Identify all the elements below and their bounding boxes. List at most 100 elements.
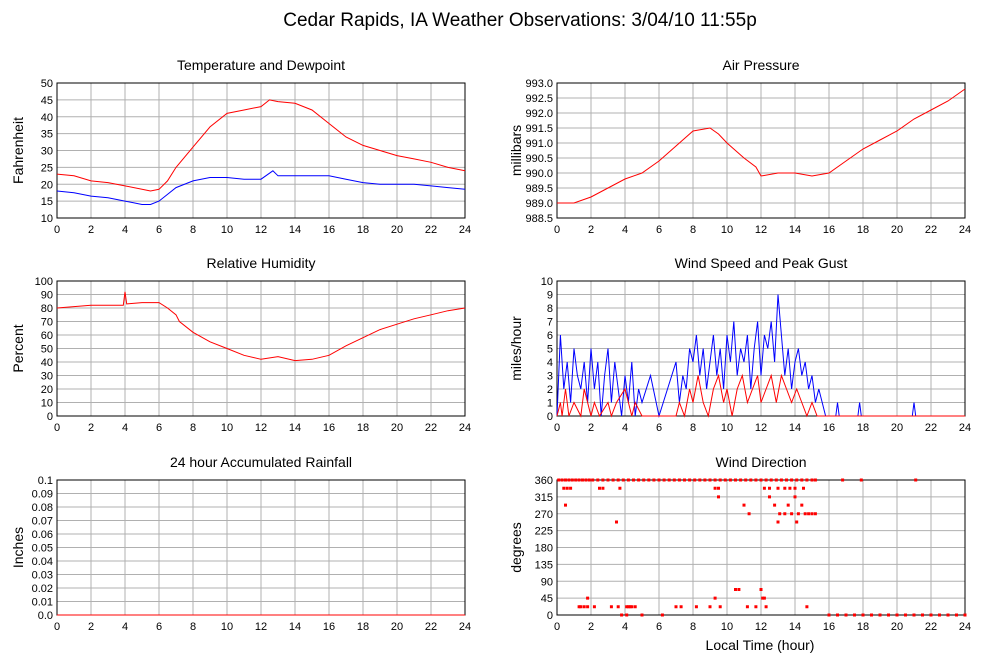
- x-tick-label: 4: [122, 422, 128, 434]
- y-tick-label: 990.5: [525, 153, 553, 165]
- x-tick-label: 4: [122, 621, 128, 633]
- x-tick-label: 0: [54, 224, 60, 236]
- wind-direction-point: [679, 605, 683, 609]
- y-tick-label: 10: [541, 276, 553, 288]
- wind-direction-point: [694, 605, 698, 609]
- plot-frame: [556, 280, 966, 417]
- y-tick-label: 60: [41, 330, 53, 342]
- wind-direction-point: [615, 520, 618, 524]
- x-tick-label: 14: [289, 422, 301, 434]
- wind-direction-point: [778, 512, 782, 516]
- wind-direction-point: [688, 478, 692, 482]
- chart-title: Temperature and Dewpoint: [177, 57, 345, 73]
- y-tick-label: 0.07: [32, 516, 53, 528]
- wind-direction-point: [739, 478, 743, 482]
- x-tick-label: 20: [891, 621, 903, 633]
- x-tick-label: 0: [554, 621, 560, 633]
- wind-direction-point: [749, 478, 753, 482]
- wind-direction-point: [567, 478, 571, 482]
- wind-direction-point: [810, 478, 814, 482]
- x-tick-label: 8: [690, 224, 696, 236]
- y-tick-label: 5: [547, 344, 553, 356]
- wind-direction-point: [662, 478, 666, 482]
- y-tick-label: 989.0: [525, 198, 553, 210]
- wind-direction-point: [800, 478, 804, 482]
- wind-direction-point: [564, 503, 567, 507]
- wind-direction-point: [625, 613, 629, 617]
- wind-direction-point: [774, 478, 778, 482]
- y-tick-label: 993.0: [525, 78, 553, 90]
- wind-direction-point: [579, 605, 583, 609]
- wind-direction-point: [723, 478, 727, 482]
- wind-direction-point: [914, 478, 918, 482]
- wind-direction-point: [560, 478, 564, 482]
- wind-direction-point: [754, 605, 758, 609]
- x-tick-label: 24: [959, 224, 971, 236]
- wind-direction-point: [768, 486, 771, 490]
- y-axis-label: Percent: [10, 324, 26, 372]
- wind-direction-point: [764, 478, 768, 482]
- wind-direction-point: [813, 512, 817, 516]
- wind-direction-point: [759, 588, 763, 591]
- x-tick-label: 24: [459, 422, 471, 434]
- y-tick-label: 45: [541, 593, 553, 605]
- wind-direction-point: [618, 486, 622, 490]
- x-tick-label: 16: [823, 621, 835, 633]
- x-tick-label: 18: [357, 422, 369, 434]
- y-tick-label: 30: [41, 146, 53, 158]
- shared-x-axis-label: Local Time (hour): [706, 637, 815, 653]
- x-tick-label: 2: [588, 621, 594, 633]
- x-tick-label: 14: [789, 621, 801, 633]
- wind-direction-point: [762, 596, 766, 600]
- wind-direction-point: [718, 605, 722, 609]
- x-tick-label: 22: [925, 224, 937, 236]
- x-tick-label: 8: [190, 224, 196, 236]
- wind-direction-point: [647, 478, 651, 482]
- series-line-blue: [556, 294, 965, 418]
- y-tick-label: 50: [41, 344, 53, 356]
- y-tick-label: 0: [547, 411, 553, 423]
- x-tick-label: 8: [690, 422, 696, 434]
- chart-title: Wind Direction: [715, 454, 806, 470]
- wind-direction-point: [783, 486, 787, 490]
- plot-frame: [556, 82, 966, 219]
- x-tick-label: 12: [255, 621, 267, 633]
- wind-direction-point: [616, 478, 620, 482]
- y-tick-label: 0.08: [32, 502, 53, 514]
- wind-direction-point: [827, 613, 831, 617]
- x-tick-label: 12: [755, 422, 767, 434]
- x-tick-label: 16: [823, 224, 835, 236]
- wind-direction-point: [626, 478, 630, 482]
- wind-direction-point: [742, 503, 746, 507]
- wind-direction-point: [768, 495, 771, 499]
- y-tick-label: 100: [35, 276, 53, 288]
- wind-direction-point: [693, 478, 697, 482]
- y-tick-label: 25: [41, 162, 53, 174]
- wind-direction-point: [754, 478, 758, 482]
- wind-direction-point: [870, 613, 873, 617]
- y-tick-label: 992.0: [525, 108, 553, 120]
- series-line-red: [557, 88, 966, 204]
- wind-direction-point: [586, 605, 590, 609]
- y-tick-label: 270: [535, 509, 553, 521]
- wind-direction-point: [574, 478, 578, 482]
- x-tick-label: 10: [221, 224, 233, 236]
- wind-direction-point: [581, 478, 584, 482]
- plot-frame: [56, 280, 466, 417]
- y-tick-label: 6: [547, 330, 553, 342]
- x-tick-label: 18: [357, 224, 369, 236]
- wind-direction-point: [802, 486, 805, 490]
- y-tick-label: 30: [41, 371, 53, 383]
- wind-direction-point: [557, 478, 561, 482]
- x-tick-label: 8: [190, 422, 196, 434]
- x-tick-label: 22: [425, 224, 437, 236]
- y-axis-label: Fahrenheit: [10, 117, 26, 184]
- wind-direction-point: [859, 478, 863, 482]
- wind-direction-point: [841, 478, 845, 482]
- wind-direction-point: [630, 605, 634, 609]
- y-tick-label: 10: [41, 213, 53, 225]
- y-axis-label: millibars: [508, 125, 524, 176]
- x-tick-label: 14: [789, 422, 801, 434]
